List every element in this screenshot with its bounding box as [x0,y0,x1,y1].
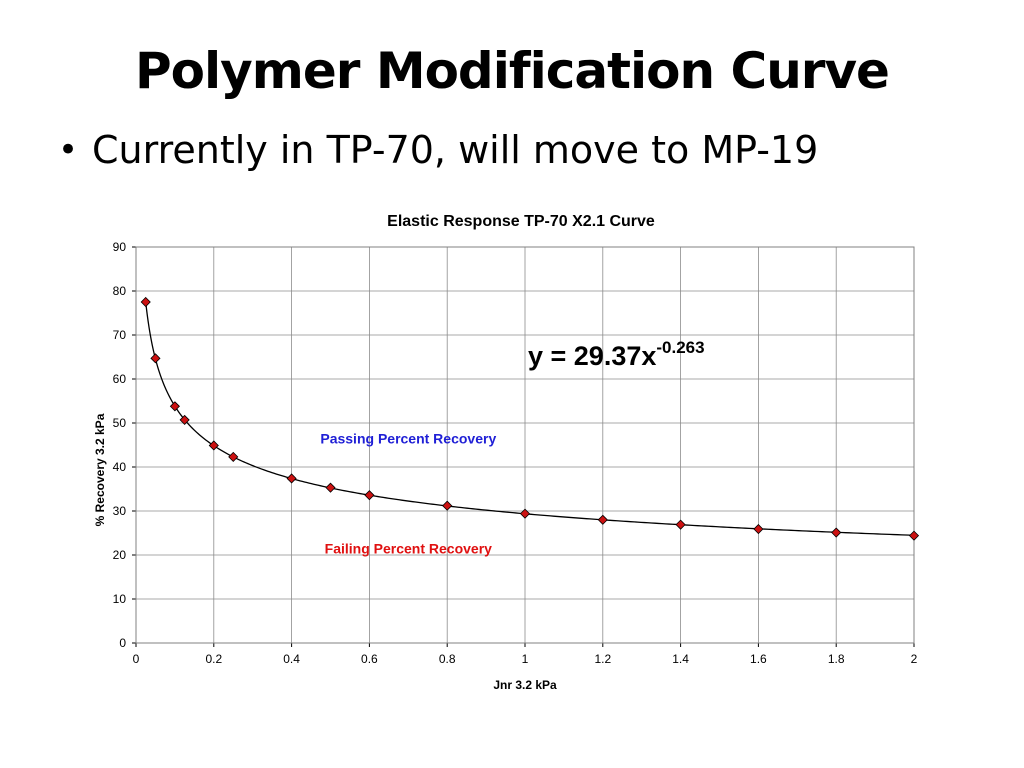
data-point [908,530,920,541]
data-point [753,523,764,535]
data-markers [140,296,920,541]
chart-annotations: Passing Percent Recovery Failing Percent … [320,430,496,556]
x-tick-label: 1.4 [672,652,689,666]
chart-annotation: Passing Percent Recovery [320,430,496,446]
equation-base: y = 29.37x [528,341,656,371]
y-tick-label: 70 [113,328,127,342]
data-point [208,440,219,451]
trendline-equation: y = 29.37x-0.263 [528,338,705,371]
data-point [325,482,336,493]
x-tick-label: 0 [133,652,140,666]
y-tick-label: 10 [113,592,127,606]
y-tick-label: 50 [113,416,127,430]
y-tick-labels: 0 10 20 30 40 50 60 70 80 90 [113,240,127,650]
data-point [179,414,190,425]
y-tick-label: 0 [119,636,126,650]
data-point [286,473,297,484]
data-point [140,296,151,308]
x-tick-label: 1 [522,652,529,666]
data-point [831,527,842,538]
slide-title: Polymer Modification Curve [135,42,890,100]
y-tick-label: 90 [113,240,127,254]
bullet-dot-icon: • [58,130,79,170]
x-tick-label: 0.8 [439,652,456,666]
x-tick-label: 1.8 [828,652,845,666]
data-point [597,514,608,525]
plot-frame [135,246,915,644]
x-tick-label: 0.4 [283,652,300,666]
data-point [169,401,180,412]
y-tick-label: 80 [113,284,127,298]
trendline-curve [145,301,915,536]
chart-annotation: Failing Percent Recovery [325,540,493,556]
y-tick-label: 20 [113,548,127,562]
data-point [364,490,375,501]
data-point [442,500,453,511]
x-tick-label: 1.2 [594,652,611,666]
x-tick-label: 1.6 [750,652,767,666]
chart-title: Elastic Response TP-70 X2.1 Curve [387,213,655,230]
y-tick-label: 60 [113,372,127,386]
data-point [150,353,161,364]
data-point [675,519,686,530]
y-tick-label: 40 [113,460,127,474]
bullet-item: • Currently in TP-70, will move to MP-19 [58,128,818,172]
x-tick-label: 2 [911,652,918,666]
equation-exponent: -0.263 [656,338,704,357]
data-point [228,451,239,462]
y-axis-label: % Recovery 3.2 kPa [93,413,107,526]
bullet-text: Currently in TP-70, will move to MP-19 [92,128,819,172]
x-axis-label: Jnr 3.2 kPa [493,678,557,692]
x-tick-labels: 0 0.2 0.4 0.6 0.8 1 1.2 1.4 1.6 1.8 2 [133,652,918,666]
y-tick-label: 30 [113,504,127,518]
data-point [519,508,531,519]
chart-grid [132,246,915,647]
x-tick-label: 0.2 [205,652,222,666]
x-tick-label: 0.6 [361,652,378,666]
